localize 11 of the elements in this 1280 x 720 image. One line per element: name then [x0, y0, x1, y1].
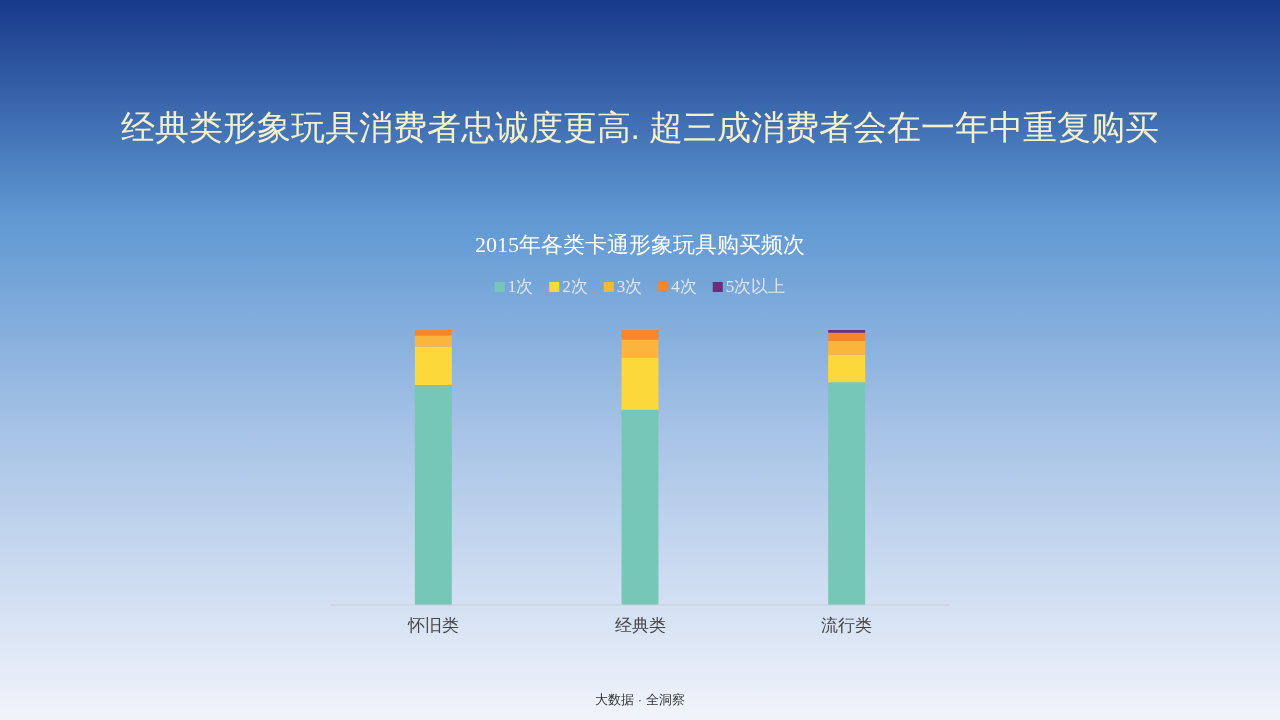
title: 经典类形象玩具消费者忠诚度更高. 超三成消费者会在一年中重复购买	[120, 108, 1160, 146]
legend-label: 4次	[671, 277, 697, 296]
legend-label: 2次	[562, 277, 588, 296]
legend-label: 3次	[616, 277, 643, 296]
x-tick-label: 流行类	[821, 616, 873, 635]
x-tick-label: 怀旧类	[407, 616, 459, 635]
legend-label: 1次	[507, 277, 534, 296]
x-tick-label: 经典类	[614, 616, 666, 635]
subtitle: 2015年各类卡通形象玩具购买频次	[475, 232, 805, 257]
annotation: 大数据 · 全洞察	[595, 692, 685, 707]
legend-label: 5次以上	[725, 277, 786, 296]
